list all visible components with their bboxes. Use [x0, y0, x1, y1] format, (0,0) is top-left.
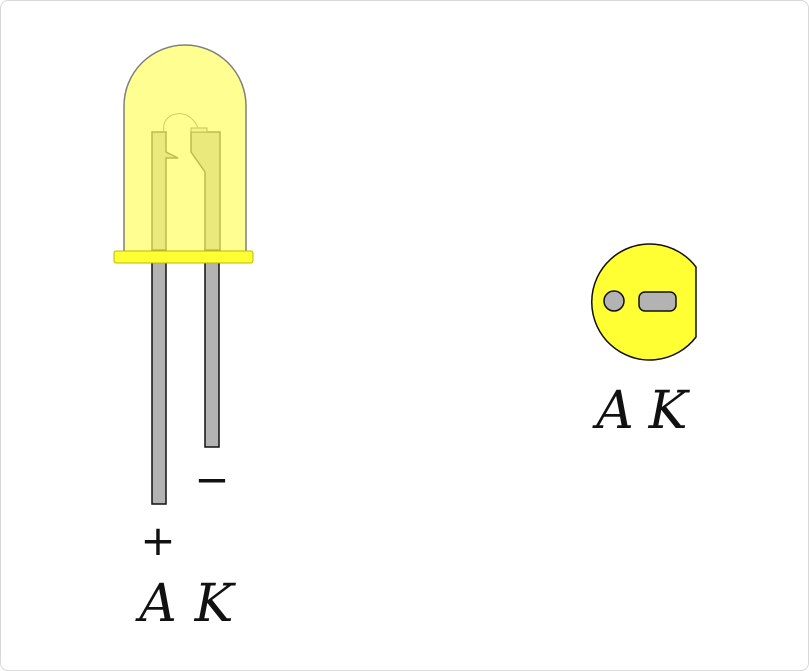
- anode-lead: [151, 249, 167, 505]
- led-top-view: A K: [591, 243, 697, 441]
- anode-pin-top: [603, 290, 625, 312]
- plus-sign: +: [140, 516, 175, 565]
- led-flange: [113, 250, 254, 264]
- led-side-view: + − A K: [113, 44, 254, 634]
- led-epoxy-body: [123, 44, 247, 254]
- side-view-anode-label: A: [135, 574, 177, 634]
- top-view-cathode-label: K: [648, 381, 691, 441]
- cathode-lead: [204, 249, 220, 448]
- minus-sign: −: [194, 455, 229, 504]
- side-view-cathode-label: K: [194, 574, 237, 634]
- top-view-anode-label: A: [592, 381, 634, 441]
- cathode-pin-top: [638, 291, 677, 312]
